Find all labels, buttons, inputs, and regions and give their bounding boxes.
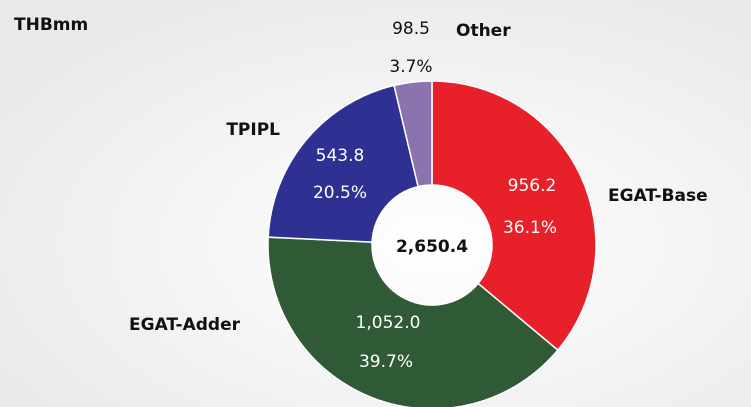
percent-label: 36.1% — [503, 218, 557, 238]
value-label: 543.8 — [316, 146, 365, 166]
slice-name: TPIPL — [226, 120, 280, 140]
percent-label: 20.5% — [313, 183, 367, 203]
chart-title: THBmm — [14, 15, 88, 35]
value-label: 956.2 — [508, 176, 557, 196]
total-label: 2,650.4 — [396, 237, 468, 257]
donut-slice — [267, 84, 420, 243]
donut-slice — [393, 80, 433, 188]
slice-name: EGAT-Adder — [129, 315, 241, 335]
percent-label: 39.7% — [359, 352, 413, 372]
donut-slice — [431, 80, 597, 352]
slice-name: Other — [456, 21, 511, 41]
slice-name: EGAT-Base — [608, 186, 708, 206]
value-label: 1,052.0 — [356, 313, 421, 333]
value-label: 98.5 — [392, 19, 430, 39]
donut-slice — [267, 236, 559, 407]
percent-label: 3.7% — [389, 57, 432, 77]
